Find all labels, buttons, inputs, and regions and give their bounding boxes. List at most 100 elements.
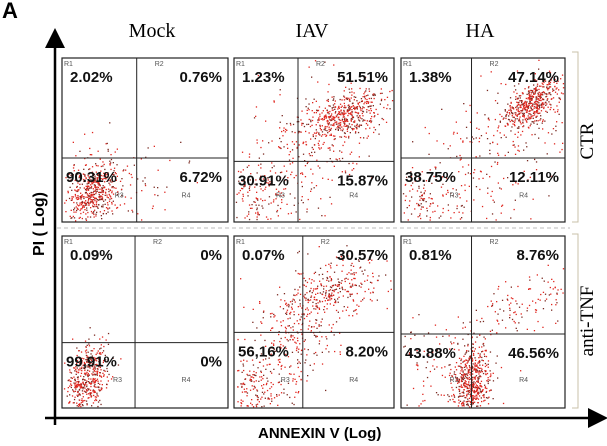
data-point [463, 392, 465, 394]
data-point [465, 110, 467, 112]
data-point [287, 356, 290, 358]
data-point [309, 313, 311, 315]
data-point [479, 155, 481, 157]
data-point [248, 164, 250, 167]
data-point [535, 104, 538, 106]
data-point [326, 279, 328, 281]
data-point [339, 150, 341, 152]
data-point [70, 217, 72, 219]
data-point [85, 366, 87, 368]
data-point [338, 281, 340, 283]
data-point [357, 116, 360, 119]
data-point [300, 172, 302, 175]
data-point [314, 271, 317, 273]
data-point [404, 184, 406, 186]
data-point [280, 192, 282, 194]
data-point [480, 391, 482, 394]
data-point [71, 189, 73, 191]
data-point [460, 386, 463, 388]
data-point [380, 88, 382, 90]
data-point [338, 111, 340, 113]
data-point [105, 174, 107, 176]
data-point [371, 177, 373, 179]
data-point [520, 106, 522, 109]
data-point [330, 294, 332, 296]
data-point [476, 385, 478, 387]
data-point [478, 378, 480, 380]
data-point [108, 182, 110, 184]
data-point [92, 206, 95, 208]
data-point [478, 367, 480, 369]
data-point [421, 171, 423, 173]
data-point [103, 210, 106, 212]
data-point [258, 361, 261, 363]
data-point [270, 393, 272, 395]
data-point [333, 289, 335, 292]
data-point [305, 299, 307, 301]
data-point [81, 404, 84, 406]
data-point [325, 291, 327, 294]
data-point [258, 401, 260, 403]
data-point [355, 284, 357, 287]
data-point [242, 200, 244, 202]
data-point [542, 98, 544, 100]
data-point [104, 181, 106, 183]
data-point [330, 298, 333, 300]
data-point [241, 386, 243, 388]
data-point [560, 288, 562, 290]
data-point [313, 296, 316, 298]
data-point [348, 314, 350, 317]
data-point [531, 104, 533, 107]
panel-frame [61, 235, 229, 409]
data-point [263, 310, 265, 312]
data-point [450, 382, 452, 384]
data-point [110, 197, 113, 200]
data-point [298, 348, 300, 350]
data-point [428, 197, 430, 199]
data-point [256, 207, 258, 209]
data-point [268, 185, 270, 187]
data-point [546, 72, 548, 74]
data-point [100, 165, 102, 168]
data-point [101, 199, 104, 201]
data-point [88, 370, 91, 372]
data-point [557, 109, 559, 111]
data-point [548, 86, 551, 88]
data-point [84, 399, 86, 402]
data-point [444, 376, 446, 378]
data-point [271, 162, 273, 164]
data-point [94, 378, 96, 380]
data-point [92, 194, 94, 196]
data-point [129, 184, 132, 186]
data-point [496, 102, 499, 104]
data-point [99, 199, 101, 201]
data-point [371, 101, 373, 103]
data-point [350, 97, 352, 99]
data-point [273, 199, 275, 201]
data-point [328, 351, 330, 353]
column-title-iav: IAV [295, 20, 329, 42]
data-point [340, 114, 342, 116]
data-point [240, 399, 242, 401]
data-point [429, 205, 431, 207]
data-point [96, 373, 98, 375]
data-point [280, 195, 282, 197]
data-point [240, 402, 243, 405]
data-point [474, 378, 476, 380]
data-point [346, 290, 348, 293]
data-point [275, 193, 277, 195]
data-point [511, 126, 513, 128]
data-point [321, 112, 323, 114]
data-point [79, 404, 81, 406]
data-point [529, 113, 531, 115]
data-point [330, 262, 332, 264]
data-point [300, 329, 302, 331]
data-point [84, 385, 86, 387]
data-point [532, 115, 534, 117]
data-point [80, 203, 83, 206]
data-point [99, 375, 101, 377]
data-point [82, 196, 84, 198]
data-point [82, 381, 84, 383]
data-point [530, 94, 532, 96]
data-point [472, 383, 474, 385]
